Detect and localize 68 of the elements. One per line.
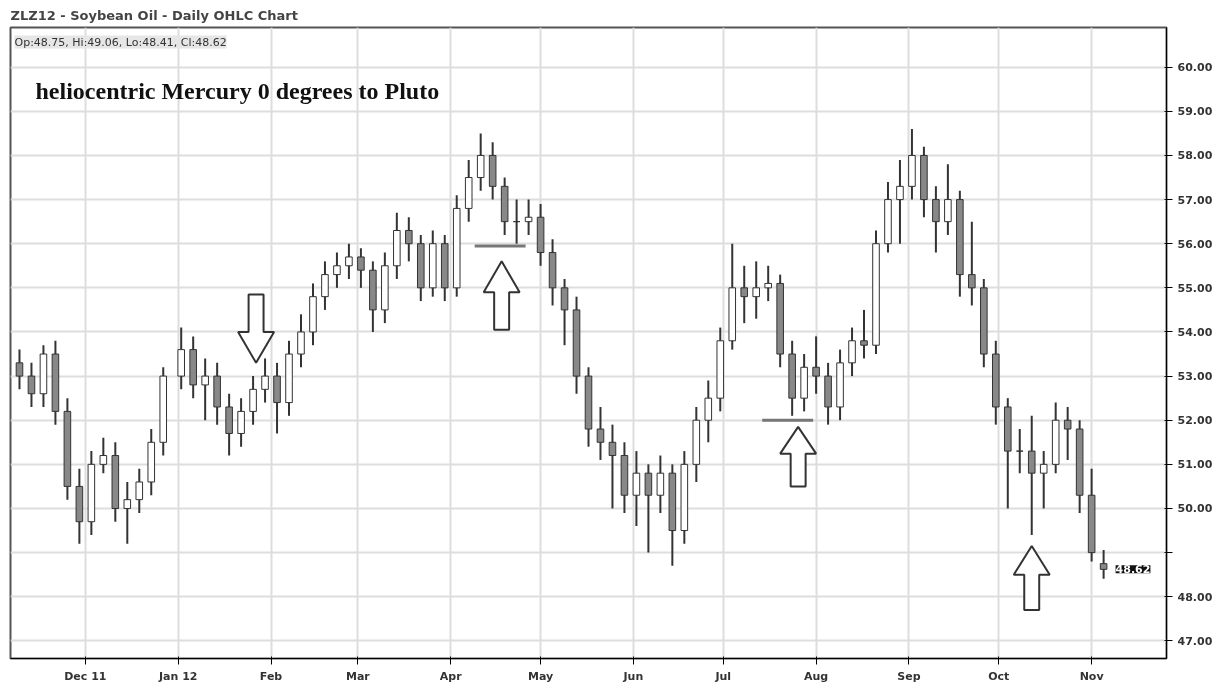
x-tick-label: Nov <box>1079 669 1105 683</box>
candlestick <box>249 375 257 426</box>
x-tick-label: Dec 11 <box>64 669 107 683</box>
candlestick <box>237 397 245 448</box>
candlestick <box>812 335 820 395</box>
candlestick <box>896 158 904 245</box>
x-tick-label: Jan 12 <box>157 669 198 683</box>
y-tick-label: 47.00 <box>1177 634 1213 648</box>
x-tick-label: Sep <box>897 669 921 683</box>
x-tick-label: May <box>527 669 554 683</box>
candlestick <box>704 379 713 444</box>
candlestick <box>27 361 36 408</box>
candlestick <box>297 313 305 369</box>
x-tick-label: Jun <box>622 669 644 683</box>
y-tick-label: 59.00 <box>1177 105 1213 119</box>
candlestick <box>596 405 605 461</box>
x-tick-label: Aug <box>804 669 829 683</box>
candlestick <box>15 348 24 391</box>
candlestick <box>656 454 665 514</box>
candlestick <box>1015 428 1024 475</box>
annotation: heliocentric Mercury 0 degrees to Pluto <box>35 77 440 104</box>
candlestick <box>476 132 485 192</box>
x-tick-label: Oct <box>988 669 1010 683</box>
candlestick <box>123 481 132 545</box>
candlestick <box>848 326 856 378</box>
y-tick-label: 60.00 <box>1177 61 1213 75</box>
candlestick <box>321 260 329 311</box>
candlestick <box>644 463 653 554</box>
chart-title: ZLZ12 - Soybean Oil - Daily OHLC Chart <box>10 7 298 23</box>
y-tick-label: 48.00 <box>1177 590 1213 604</box>
annotation: Op:48.75, Hi:49.06, Lo:48.41, Cl:48.62 <box>14 35 227 49</box>
candlestick <box>524 198 533 236</box>
x-tick-label: Feb <box>259 669 283 683</box>
candlestick <box>333 251 341 289</box>
candlestick <box>632 450 641 528</box>
y-tick-label: 51.00 <box>1177 458 1213 472</box>
candlestick <box>560 278 569 347</box>
y-tick-label: 52.00 <box>1177 414 1213 428</box>
candlestick <box>261 357 269 404</box>
y-tick-label: 50.00 <box>1177 502 1213 516</box>
y-tick-label: 57.00 <box>1177 193 1213 207</box>
candlestick <box>1063 405 1072 461</box>
y-tick-label: 58.00 <box>1177 149 1213 163</box>
candlestick <box>944 163 952 236</box>
candlestick <box>201 357 209 422</box>
candlestick <box>1039 450 1048 510</box>
candlestick <box>99 436 108 475</box>
candlestick <box>752 260 760 320</box>
candlestick <box>1099 548 1108 580</box>
y-tick-label: 56.00 <box>1177 237 1213 251</box>
y-tick-label: 53.00 <box>1177 370 1213 384</box>
candlestick <box>345 242 353 281</box>
candlestick <box>135 467 144 514</box>
y-tick-label: 55.00 <box>1177 281 1213 295</box>
candlestick <box>1027 414 1036 536</box>
x-tick-label: Jul <box>714 669 732 683</box>
candlestick <box>740 264 749 325</box>
candlestick <box>608 423 617 510</box>
y-tick-label: 54.00 <box>1177 325 1213 339</box>
x-tick-label: Apr <box>439 669 463 683</box>
annotation: 48.62 <box>1115 563 1151 577</box>
candlestick <box>357 247 365 289</box>
candlestick <box>764 264 772 303</box>
candlestick <box>405 216 413 263</box>
candlestick <box>968 220 976 307</box>
candlestick <box>932 185 940 254</box>
candlestick <box>860 308 868 360</box>
x-tick-label: Mar <box>346 669 371 683</box>
